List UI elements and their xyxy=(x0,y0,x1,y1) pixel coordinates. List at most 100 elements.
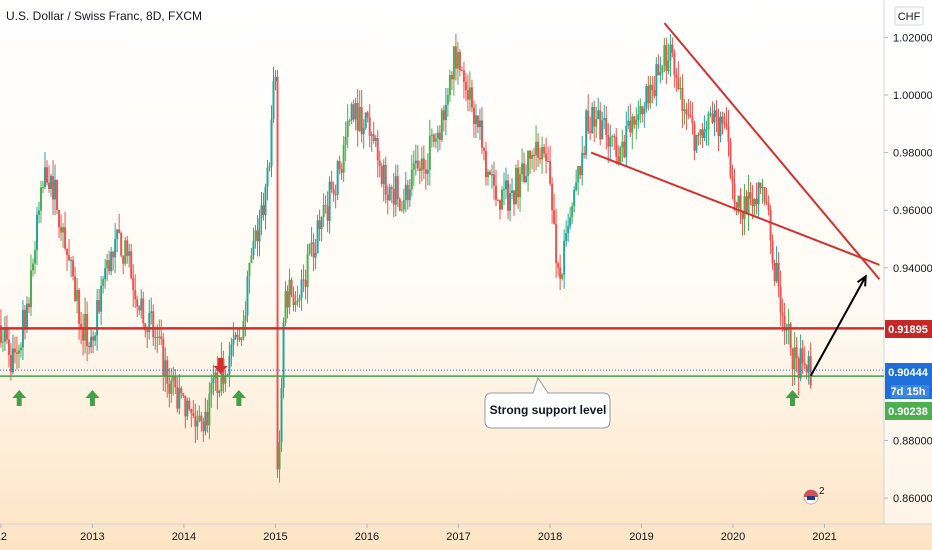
candle-body xyxy=(671,44,674,53)
candle-body xyxy=(755,198,758,205)
candle-body xyxy=(42,187,45,189)
candle-body xyxy=(683,109,686,111)
candle-body xyxy=(613,136,616,138)
candle-body xyxy=(29,270,32,308)
candle-body xyxy=(571,205,574,218)
candle-body xyxy=(533,154,536,156)
candle-body xyxy=(102,279,105,286)
economic-event-marker[interactable]: 2 xyxy=(803,486,825,505)
candle-body xyxy=(264,186,267,215)
candle-body xyxy=(585,110,588,156)
candle-body xyxy=(484,150,487,178)
candle-body xyxy=(715,110,718,118)
candle-body xyxy=(581,152,584,176)
candle-body xyxy=(200,415,203,422)
candle-body xyxy=(58,209,61,228)
candle-body xyxy=(96,300,99,336)
candle-body xyxy=(168,383,171,394)
candle-body xyxy=(462,70,465,82)
candle-body xyxy=(234,334,237,339)
candle-body xyxy=(250,255,253,263)
candle-body xyxy=(645,85,648,109)
drawings-layer xyxy=(12,22,881,406)
candle-body xyxy=(635,120,638,125)
support-callout[interactable]: Strong support level xyxy=(484,376,611,429)
candle-body xyxy=(144,323,147,331)
candle-body xyxy=(741,211,744,219)
candle-body xyxy=(717,117,720,137)
candle-body xyxy=(653,90,656,96)
candle-body xyxy=(236,334,239,337)
levels-layer xyxy=(0,327,884,377)
candle-body xyxy=(372,134,375,141)
candle-body xyxy=(757,182,760,205)
candle-body xyxy=(805,365,808,373)
candle-body xyxy=(176,387,179,409)
candle-body xyxy=(198,415,201,421)
candle-body xyxy=(374,137,377,141)
candle-body xyxy=(440,110,443,140)
candle-body xyxy=(523,163,526,182)
candle-body xyxy=(436,132,439,139)
candle-body xyxy=(350,104,353,120)
candle-body xyxy=(178,388,181,409)
candle-body xyxy=(134,290,137,300)
candle-body xyxy=(310,242,313,245)
candle-body xyxy=(252,240,255,256)
price-axis-background xyxy=(884,0,932,524)
up-arrow-icon xyxy=(12,390,27,406)
projection-arrow-line xyxy=(809,275,867,377)
candle-body xyxy=(565,233,568,241)
candle-body xyxy=(256,230,259,242)
candle-body xyxy=(719,116,722,137)
candle-body xyxy=(735,202,738,208)
candle-body xyxy=(709,113,712,115)
candle-body xyxy=(212,378,215,383)
candle-body xyxy=(31,263,34,271)
candle-body xyxy=(428,135,431,170)
candle-body xyxy=(450,75,453,80)
candle-body xyxy=(697,134,700,136)
candle-body xyxy=(438,132,441,140)
candle-body xyxy=(627,120,630,127)
candle-body xyxy=(348,119,351,122)
resistance-price-label: 0.91895 xyxy=(888,324,928,336)
candle-body xyxy=(807,356,810,373)
candle-body xyxy=(575,182,578,190)
currency-button[interactable] xyxy=(894,6,924,26)
candle-body xyxy=(695,134,698,151)
candle-body xyxy=(394,176,397,205)
candle-body xyxy=(366,112,369,118)
candle-body xyxy=(549,161,552,184)
candle-body xyxy=(378,160,381,166)
candle-body xyxy=(128,251,131,256)
up-arrow-shape xyxy=(12,390,27,406)
candle-body xyxy=(314,253,317,258)
candle-body xyxy=(17,350,20,354)
candle-body xyxy=(170,380,173,394)
candle-body xyxy=(781,312,784,316)
candle-body xyxy=(663,45,666,66)
candle-body xyxy=(272,81,275,120)
candle-body xyxy=(232,338,235,345)
candle-body xyxy=(609,137,612,147)
candle-body xyxy=(352,104,355,120)
current-price-badge: 0.90444 7d 15h xyxy=(885,363,932,399)
up-arrow-shape xyxy=(785,390,800,406)
candle-body xyxy=(573,189,576,206)
candle-body xyxy=(707,113,710,130)
candle-body xyxy=(519,174,522,198)
candle-body xyxy=(354,102,357,120)
trend-line xyxy=(663,22,881,280)
candle-body xyxy=(667,60,670,71)
candle-body xyxy=(204,411,207,432)
time-axis[interactable]: 12 2013 2014 2015 2016 2017 2018 2019 2020 2021 xyxy=(0,524,837,543)
candle-body xyxy=(699,129,702,135)
price-axis[interactable]: CHF 1.02000 1.00000 0.98000 0.96000 0.94000 0… xyxy=(884,6,932,505)
candle-body xyxy=(486,171,489,178)
candle-body xyxy=(136,299,139,307)
candle-body xyxy=(292,294,295,305)
candle-body xyxy=(769,210,772,241)
